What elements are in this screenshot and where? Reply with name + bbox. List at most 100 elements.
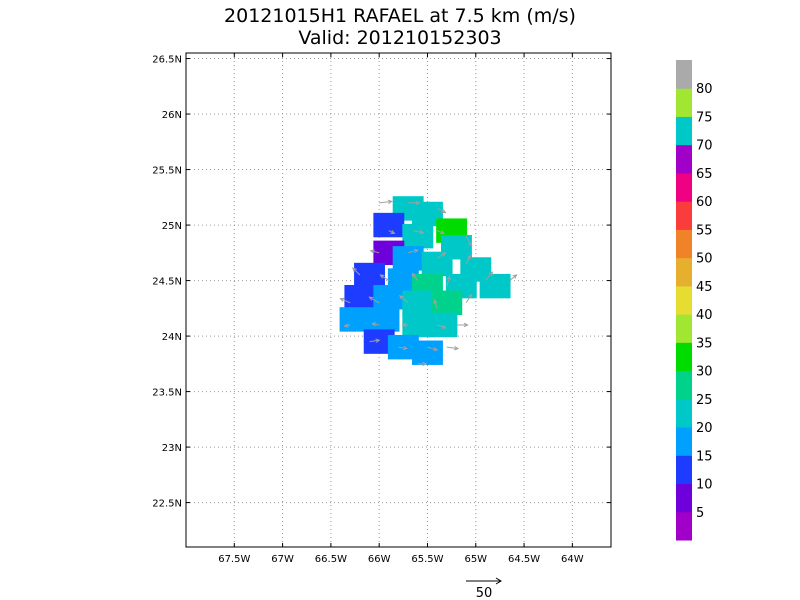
- x-tick-label: 64.5W: [508, 554, 540, 565]
- colorbar-segment: [676, 398, 692, 428]
- colorbar-label: 35: [696, 336, 713, 351]
- y-tick-label: 24.5N: [152, 277, 182, 288]
- wind-vector: [465, 293, 473, 304]
- wind-vector: [465, 235, 473, 247]
- wind-vector: [408, 200, 421, 206]
- wind-vector: [433, 298, 438, 309]
- wind-vector: [369, 338, 381, 343]
- wind-speed-cell: [368, 307, 400, 332]
- reference-vector-arrowhead: [495, 577, 502, 585]
- wind-vector-head: [440, 230, 446, 235]
- colorbar-segment: [676, 144, 692, 174]
- colorbar-label: 65: [696, 167, 713, 182]
- colorbar-segment: [676, 483, 692, 513]
- wind-speed-field: [339, 196, 511, 365]
- wind-speed-cell: [426, 312, 458, 338]
- wind-vector-shaft: [436, 207, 446, 214]
- colorbar-label: 45: [696, 280, 713, 295]
- wind-vector: [446, 345, 460, 351]
- wind-vector-head: [468, 293, 473, 299]
- wind-speed-cell: [421, 251, 453, 277]
- colorbar-segment: [676, 314, 692, 343]
- x-tick-label: 66.5W: [315, 554, 347, 565]
- colorbar-segment: [676, 201, 692, 230]
- x-tick-label: 64W: [561, 554, 584, 565]
- chart-title: 20121015H1 RAFAEL at 7.5 km (m/s): [224, 5, 576, 27]
- colorbar-segment: [676, 455, 692, 485]
- x-tick-label: 67W: [271, 554, 294, 565]
- colorbar-segment: [676, 342, 692, 372]
- x-tick-label: 65.5W: [411, 554, 443, 565]
- colorbar-label: 20: [696, 421, 713, 436]
- colorbar-segment: [676, 511, 692, 541]
- x-tick-label: 67.5W: [218, 554, 250, 565]
- x-tick-label: 66W: [368, 554, 391, 565]
- wind-vector-head: [466, 254, 471, 260]
- wind-vector-head: [411, 272, 417, 278]
- wind-vector: [379, 274, 390, 281]
- wind-vector-head: [413, 248, 420, 254]
- wind-vector-head: [401, 322, 407, 328]
- wind-vector: [417, 361, 428, 367]
- colorbar-segment: [676, 285, 692, 315]
- wind-vector-shaft: [412, 230, 424, 234]
- wind-vector-head: [441, 324, 447, 329]
- wind-speed-cell: [373, 212, 405, 238]
- wind-speed-cell: [402, 223, 434, 249]
- wind-vector: [509, 274, 518, 281]
- wind-vector-shaft: [369, 339, 380, 343]
- wind-vector-shaft: [436, 230, 445, 234]
- wind-vector: [456, 322, 469, 328]
- wind-vector-shaft: [379, 200, 392, 204]
- wind-vector: [436, 207, 447, 214]
- wind-vector-shaft: [446, 276, 451, 287]
- y-tick-label: 26N: [162, 110, 182, 121]
- wind-vector-head: [468, 241, 473, 247]
- wind-vector-head: [512, 274, 518, 279]
- colorbar-segment: [676, 427, 692, 456]
- colorbar-segment: [676, 257, 692, 287]
- wind-vector: [412, 229, 425, 235]
- colorbar-segment: [676, 116, 692, 146]
- wind-vector: [343, 323, 351, 328]
- wind-vector-shaft: [433, 299, 438, 309]
- colorbar-segment: [676, 88, 692, 117]
- wind-vector: [379, 199, 393, 205]
- colorbar-label: 75: [696, 110, 713, 125]
- wind-vector: [398, 295, 409, 304]
- wind-vector: [339, 297, 351, 304]
- wind-vector-head: [371, 322, 377, 327]
- x-tick-label: 65W: [464, 554, 487, 565]
- wind-vector-shaft: [398, 346, 407, 350]
- wind-vector-head: [446, 275, 451, 281]
- colorbar-label: 70: [696, 139, 713, 154]
- plot-frame: [185, 52, 612, 548]
- y-axis: 22.5N 23N 23.5N 24N 24.5N 25N 25.5N 26N 26.5N: [152, 55, 611, 510]
- chart-subtitle: Valid: 201210152303: [298, 27, 501, 49]
- wind-vector: [401, 322, 409, 328]
- wind-vector-head: [441, 252, 447, 257]
- wind-vector-head: [375, 338, 381, 343]
- wind-vector-shaft: [370, 250, 380, 254]
- wind-vector: [436, 230, 446, 235]
- y-tick-label: 25.5N: [152, 166, 182, 177]
- wind-vector-shaft: [465, 255, 471, 265]
- wind-vector-head: [422, 361, 428, 367]
- wind-vector-shaft: [408, 249, 419, 254]
- wind-vector: [436, 252, 447, 259]
- colorbar-label: 55: [696, 223, 713, 238]
- wind-vector-head: [454, 345, 460, 351]
- wind-vector-head: [488, 271, 494, 277]
- wind-vector-shaft: [372, 323, 380, 326]
- wind-vector-shaft: [436, 252, 446, 259]
- wind-vector: [369, 249, 380, 254]
- colorbar-label: 15: [696, 449, 713, 464]
- wind-vector: [368, 296, 380, 304]
- y-tick-label: 23N: [162, 443, 182, 454]
- wind-vector-head: [352, 267, 357, 272]
- colorbar-label: 60: [696, 195, 713, 210]
- wind-vector-shaft: [369, 296, 380, 304]
- wind-vector-shaft: [399, 295, 409, 304]
- wind-vector: [352, 267, 361, 276]
- reference-vector-label: 50: [476, 586, 493, 600]
